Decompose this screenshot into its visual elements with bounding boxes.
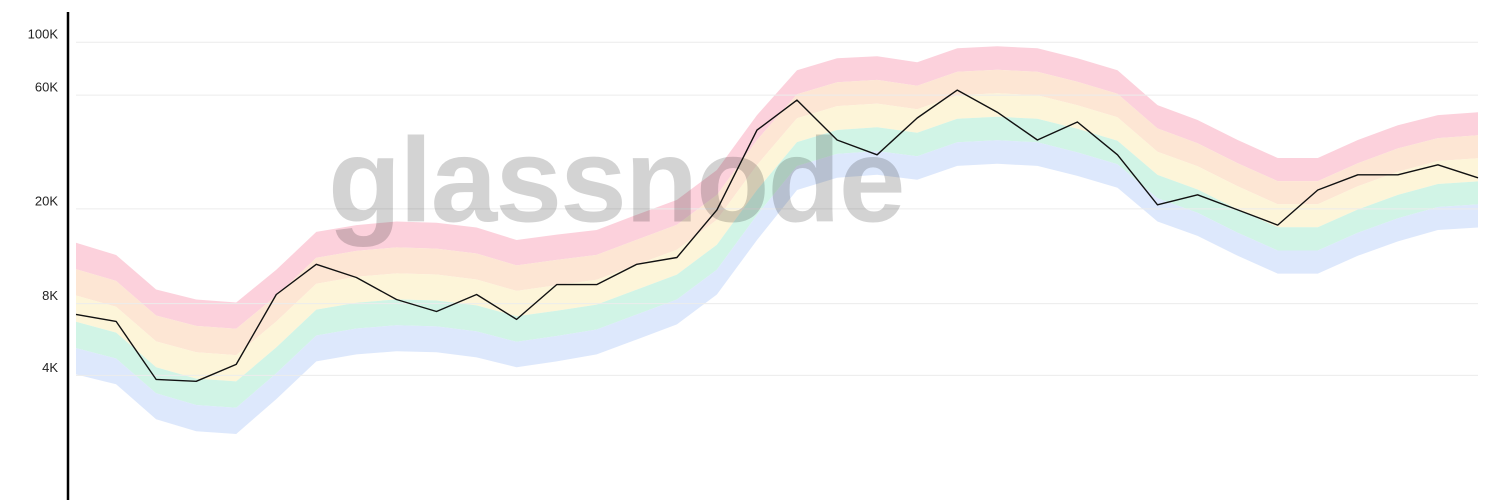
y-tick-label: 8K xyxy=(42,288,58,303)
grid xyxy=(76,41,1478,376)
band xyxy=(76,69,1478,356)
band xyxy=(76,140,1478,435)
y-tick-label: 60K xyxy=(35,80,58,95)
band xyxy=(76,93,1478,382)
band xyxy=(76,46,1478,329)
lines xyxy=(75,89,1479,382)
y-tick-label: 4K xyxy=(42,360,58,375)
bands xyxy=(76,46,1478,435)
band xyxy=(76,116,1478,408)
watermark: glassnode xyxy=(328,114,904,248)
y-tick-label: 100K xyxy=(28,27,59,42)
price-line xyxy=(75,89,1479,382)
labels: 100K 60K 20K 8K 4K xyxy=(28,27,59,375)
y-tick-label: 20K xyxy=(35,193,58,208)
